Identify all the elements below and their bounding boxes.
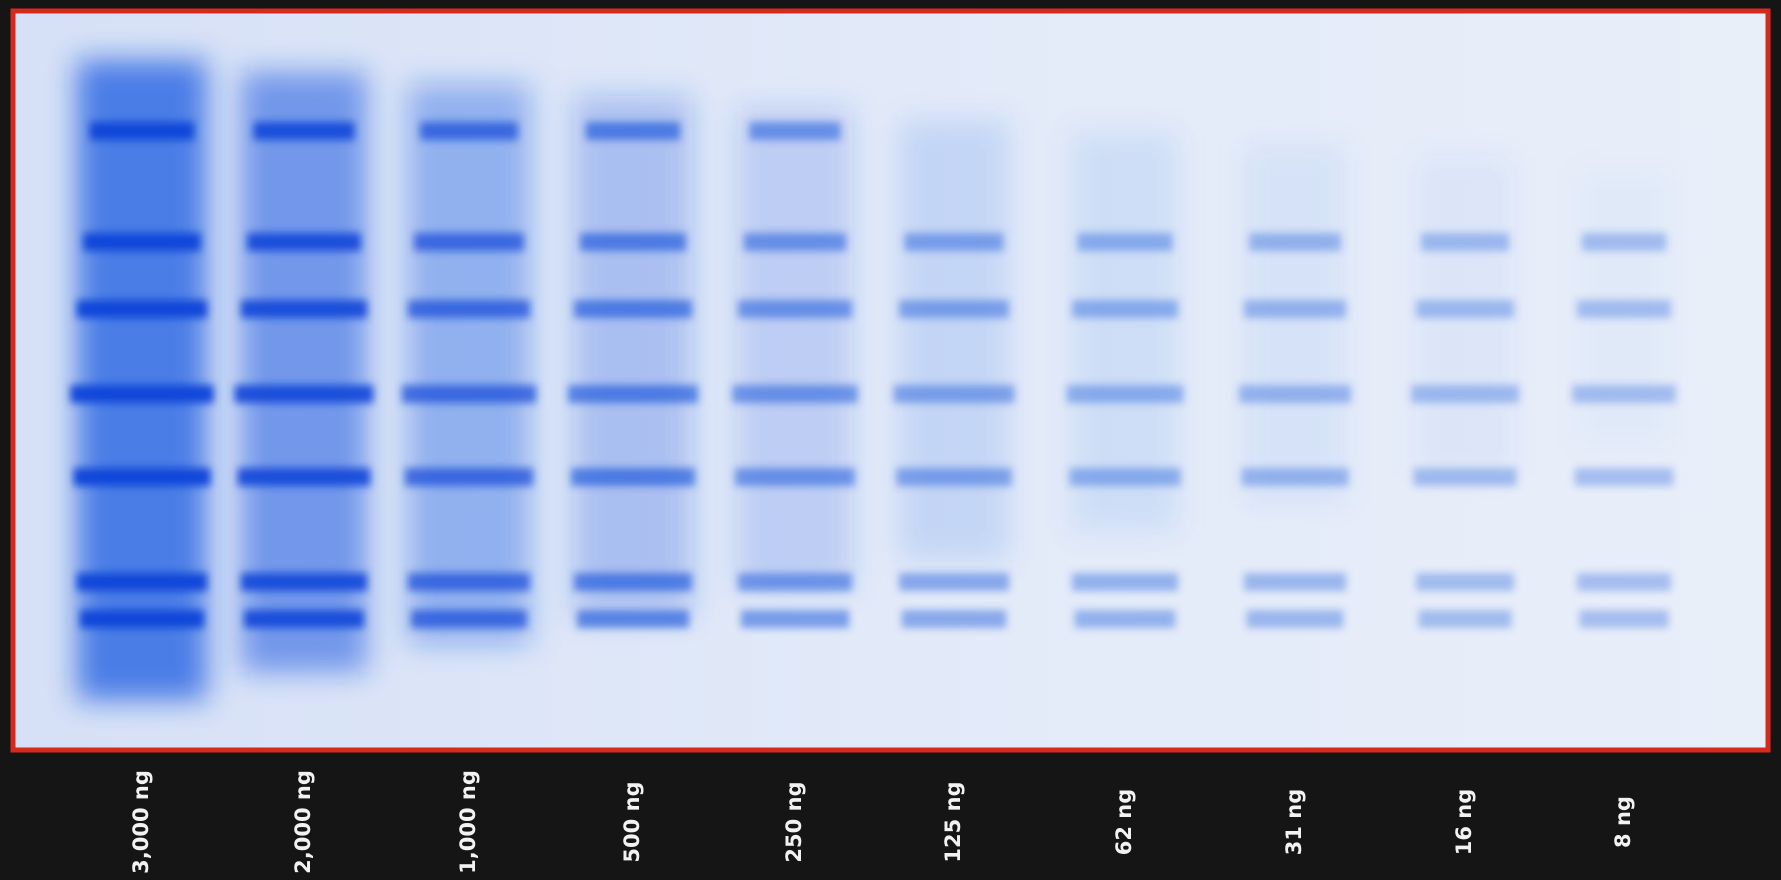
band (744, 233, 847, 251)
band (414, 233, 524, 251)
band (735, 468, 855, 486)
lane-label: 8 ng (1611, 796, 1635, 848)
band (1072, 300, 1178, 318)
band (902, 610, 1007, 628)
band (411, 610, 527, 628)
band (408, 300, 530, 318)
band (77, 573, 207, 591)
band (574, 573, 692, 591)
band (247, 233, 360, 251)
lane-smear (899, 120, 1009, 560)
lane-smear (738, 108, 852, 588)
band (1421, 233, 1509, 251)
band (1416, 573, 1514, 591)
band (90, 122, 194, 140)
band (235, 385, 374, 403)
band (1075, 610, 1176, 628)
band (1247, 610, 1344, 628)
band (405, 468, 533, 486)
lane-label: 31 ng (1282, 789, 1306, 856)
lane-label: 3,000 ng (129, 770, 153, 874)
band (1418, 610, 1511, 628)
band (1582, 233, 1667, 251)
page: 3,000 ng 2,000 ng 1,000 ng 500 ng 250 ng 125 … (0, 0, 1781, 880)
band (1072, 573, 1178, 591)
band (408, 573, 530, 591)
lane-label: 500 ng (620, 781, 644, 862)
band (905, 233, 1004, 251)
band (1077, 233, 1172, 251)
band (1414, 468, 1517, 486)
band (1572, 385, 1675, 403)
band (1575, 468, 1674, 486)
band (568, 385, 698, 403)
band (80, 610, 204, 628)
band (896, 468, 1012, 486)
band (254, 122, 355, 140)
lane-label: 2,000 ng (291, 770, 315, 874)
band (738, 573, 852, 591)
band (738, 300, 852, 318)
band (238, 468, 370, 486)
band (1577, 300, 1671, 318)
band (241, 573, 367, 591)
gel-photo: 3,000 ng 2,000 ng 1,000 ng 500 ng 250 ng 125 … (0, 0, 1781, 880)
lane-smear (408, 84, 530, 644)
band (894, 385, 1015, 403)
band (84, 233, 201, 251)
lane-label: 1,000 ng (456, 770, 480, 874)
band (741, 610, 849, 628)
band (402, 385, 536, 403)
band (1579, 610, 1668, 628)
band (1239, 385, 1351, 403)
band (1416, 300, 1514, 318)
band (1577, 573, 1671, 591)
band (74, 468, 211, 486)
lane-label: 125 ng (941, 781, 965, 862)
band (574, 300, 692, 318)
band (420, 122, 518, 140)
band (732, 385, 857, 403)
band (241, 300, 367, 318)
band (749, 122, 840, 140)
band (580, 233, 686, 251)
band (899, 573, 1009, 591)
band (77, 300, 207, 318)
lane-label: 250 ng (782, 781, 806, 862)
lane-smear (1244, 144, 1346, 504)
band (586, 122, 680, 140)
band (899, 300, 1009, 318)
band (1411, 385, 1519, 403)
lane-smear (574, 96, 692, 616)
lane-label: 16 ng (1452, 789, 1476, 856)
band (1241, 468, 1348, 486)
band (577, 610, 689, 628)
lane-smear (77, 60, 207, 700)
band (571, 468, 695, 486)
band (1069, 468, 1180, 486)
band (244, 610, 364, 628)
lane-label: 62 ng (1112, 789, 1136, 856)
band (1244, 300, 1346, 318)
band (1244, 573, 1346, 591)
band (1249, 233, 1341, 251)
band (1067, 385, 1184, 403)
band (71, 385, 214, 403)
